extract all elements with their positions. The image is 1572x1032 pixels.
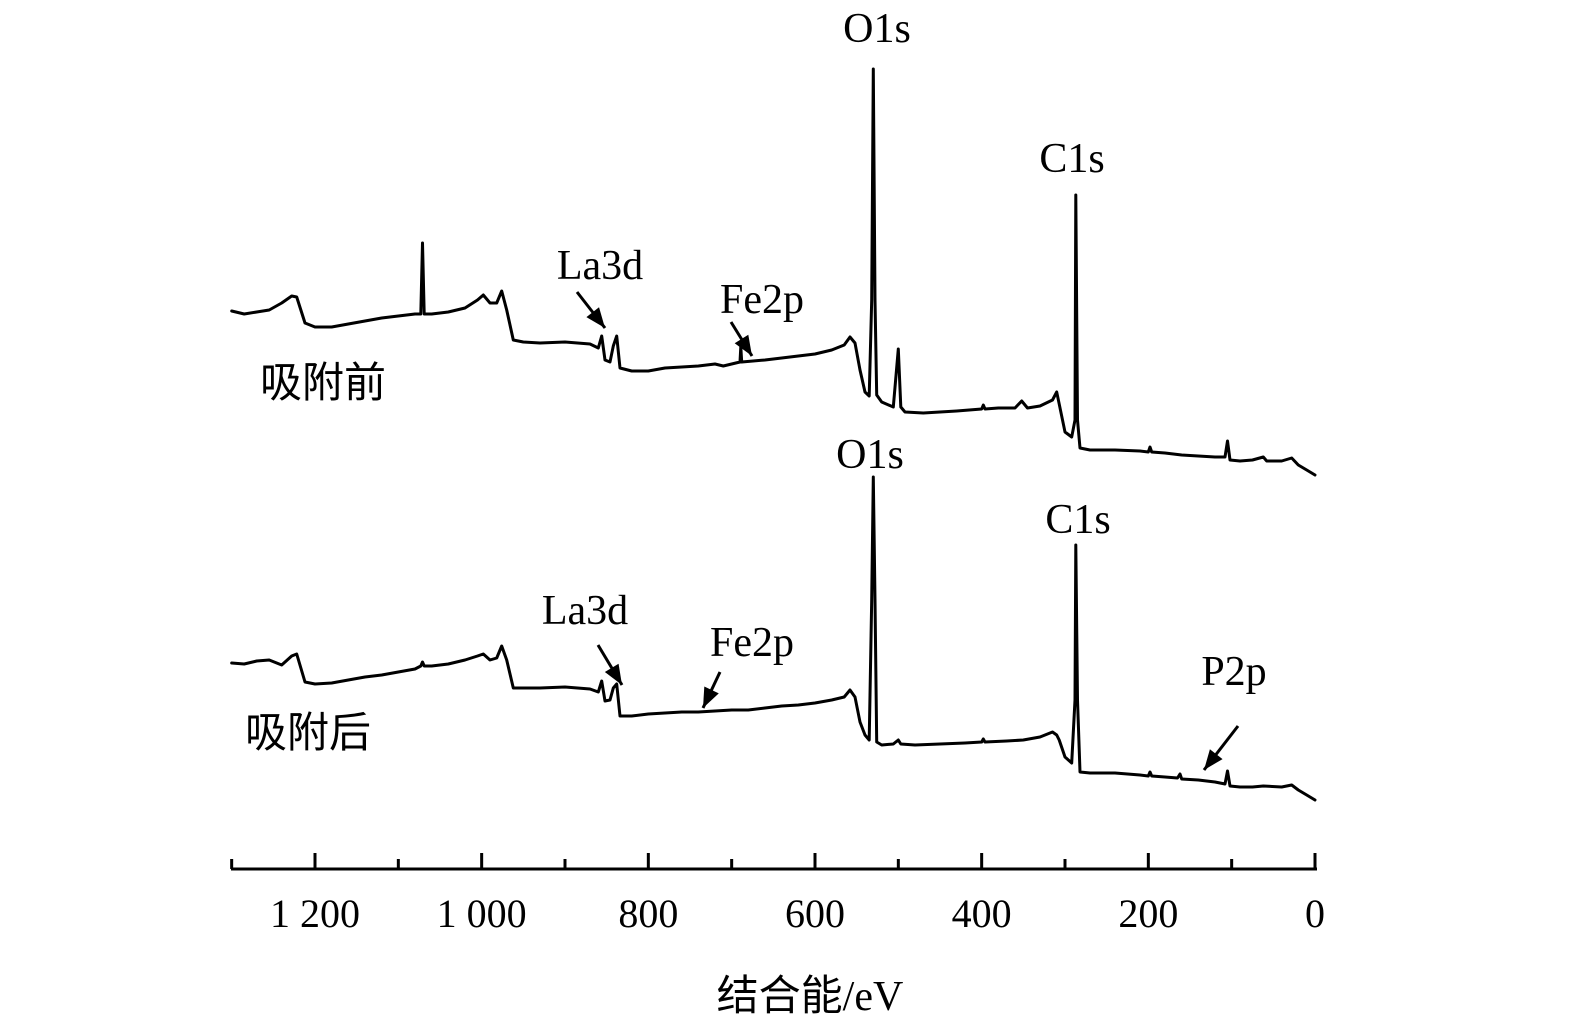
x-axis-label: 结合能/eV bbox=[717, 974, 904, 1020]
series-line-1 bbox=[230, 67, 1317, 477]
peak-label-p2p-9: P2p bbox=[1201, 649, 1266, 695]
arrowhead-8 bbox=[703, 686, 719, 708]
arrowhead-4 bbox=[734, 334, 752, 356]
peak-label-la3d-7: La3d bbox=[542, 588, 628, 634]
peak-label-fe2p-4: Fe2p bbox=[720, 277, 804, 323]
x-tick-label-1200: 1 200 bbox=[270, 891, 360, 936]
peak-label-o1s-5: O1s bbox=[836, 432, 904, 478]
x-axis: 1 200 1 000 800 600 400 200 0 bbox=[230, 853, 1325, 936]
peak-annotations: O1s C1s La3d Fe2p O1s C1s La3d Fe2p P2p bbox=[542, 6, 1267, 771]
series-curves bbox=[230, 67, 1317, 802]
arrowhead-7 bbox=[604, 663, 622, 685]
x-tick-label-0: 0 bbox=[1305, 891, 1325, 936]
peak-label-la3d-3: La3d bbox=[557, 243, 643, 289]
x-tick-label-1000: 1 000 bbox=[437, 891, 527, 936]
x-tick-label-800: 800 bbox=[618, 891, 678, 936]
series-label-2: 吸附后 bbox=[245, 708, 371, 757]
series-label-1: 吸附前 bbox=[260, 358, 386, 407]
peak-label-o1s-1: O1s bbox=[843, 6, 911, 52]
arrowhead-9 bbox=[1204, 749, 1223, 770]
peak-label-c1s-2: C1s bbox=[1039, 136, 1104, 182]
x-tick-label-400: 400 bbox=[952, 891, 1012, 936]
peak-label-c1s-6: C1s bbox=[1045, 497, 1110, 543]
x-tick-label-600: 600 bbox=[785, 891, 845, 936]
series-line-2 bbox=[230, 475, 1317, 802]
peak-label-fe2p-8: Fe2p bbox=[710, 620, 794, 666]
arrowhead-3 bbox=[586, 307, 605, 328]
x-tick-label-200: 200 bbox=[1118, 891, 1178, 936]
